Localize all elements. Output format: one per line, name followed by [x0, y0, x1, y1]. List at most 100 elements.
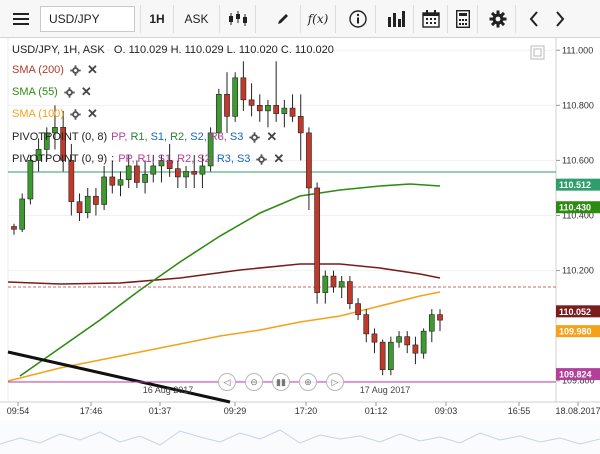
candle-body [93, 195, 99, 205]
legend-sma-100[interactable]: SMA (100) ✕ [12, 106, 98, 122]
reset-view-button[interactable]: ▮▮ [272, 373, 290, 391]
pivot-2-prefix: : [111, 153, 115, 165]
pivot-1-label: PIVOTPOINT (0, 8) [12, 131, 108, 143]
chevron-left-icon: ◁ [223, 376, 231, 387]
chart-area[interactable]: 16 Aug 2017 17 Aug 2017 111.000 110.800 11… [0, 38, 600, 454]
candle-body [256, 105, 263, 112]
y-tick-label: 109.800 [562, 376, 595, 386]
pivot-1-r1: R1, [130, 131, 148, 143]
candle-body [224, 94, 230, 117]
price-type-button[interactable]: ASK [174, 5, 220, 33]
price-tag-label: 110.430 [559, 203, 591, 213]
legend-sma-55[interactable]: SMA (55) ✕ [12, 84, 92, 100]
calendar-button[interactable] [414, 5, 448, 33]
candle-body [134, 165, 140, 183]
sma-55-settings[interactable] [64, 86, 75, 98]
sma-55-line [19, 183, 441, 377]
menu-button[interactable] [6, 5, 36, 33]
settings-button[interactable] [480, 5, 516, 33]
x-tick-label: 01:37 [149, 406, 172, 416]
chevron-left-icon [529, 11, 538, 27]
candle-body [306, 132, 312, 189]
candle-body [166, 160, 173, 169]
price-type-label: ASK [184, 12, 209, 26]
gear-icon [256, 153, 268, 165]
candle-body [363, 314, 370, 335]
pivot-1-s2: S2, [190, 131, 207, 143]
candle-body [420, 330, 427, 354]
candle-body [281, 107, 288, 114]
symbol-selector[interactable]: USD/JPY [40, 6, 135, 32]
x-tick-label: 16:55 [508, 406, 531, 416]
scroll-left-button[interactable] [522, 5, 546, 33]
draw-tool-button[interactable] [268, 5, 298, 33]
candle-body [396, 336, 402, 343]
nav-back-button[interactable]: ◁ [218, 373, 236, 391]
candle-body [240, 77, 247, 101]
sma-200-remove[interactable]: ✕ [86, 62, 98, 77]
scroll-right-button[interactable] [548, 5, 572, 33]
y-tick-label: 110.200 [562, 266, 594, 276]
indicators-button[interactable] [378, 5, 414, 33]
sma-100-settings[interactable] [70, 108, 81, 120]
sma-200-settings[interactable] [70, 64, 81, 76]
pivot-2-s1: S1, [157, 153, 175, 165]
candle-body [43, 132, 50, 150]
candle-body [379, 341, 386, 371]
candle-body [322, 275, 329, 293]
date-label-17aug: 17 Aug 2017 [360, 385, 411, 395]
functions-button[interactable]: f(x) [300, 5, 336, 33]
pencil-icon [278, 14, 288, 24]
pivot-1-settings[interactable] [249, 131, 261, 143]
pivot-1-r2: R2, [170, 131, 188, 143]
candle-body [109, 176, 116, 186]
zoom-in-button[interactable]: ⊕ [299, 373, 317, 391]
candle-body [76, 201, 83, 214]
candle-body [297, 116, 304, 134]
pivot-2-settings[interactable] [256, 153, 268, 165]
x-tick-label: 09:29 [224, 406, 247, 416]
candle-body [289, 107, 296, 117]
gear-icon [70, 108, 81, 120]
y-tick-label: 110.800 [562, 100, 594, 110]
pivot-2-remove[interactable]: ✕ [273, 151, 285, 166]
x-tick-label: 18.08.2017 [555, 406, 600, 416]
info-button[interactable] [340, 5, 376, 33]
candle-body [404, 336, 411, 346]
candle-body [330, 275, 337, 288]
sma-55-remove[interactable]: ✕ [80, 84, 92, 99]
zoom-out-button[interactable]: ⊖ [245, 373, 263, 391]
pivot-2-label: PIVOTPOINT (0, 9) [12, 153, 108, 165]
bar-chart-icon [387, 11, 405, 27]
candle-body [265, 105, 271, 112]
pivot-1-remove[interactable]: ✕ [266, 129, 278, 144]
legend-pivot-2[interactable]: PIVOTPOINT (0, 9) : PP, R1, S1, R2, S2, … [12, 151, 284, 167]
legend-sma-200[interactable]: SMA (200) ✕ [12, 62, 98, 78]
pivot-1-r3: R3, [209, 131, 227, 143]
candle-body [52, 127, 58, 134]
pivot-2-s3: S3 [236, 153, 251, 165]
candle-body [84, 195, 91, 214]
candle-body [437, 314, 443, 321]
y-tick-label: 110.600 [562, 155, 594, 165]
candle-body [183, 171, 189, 178]
sma-100-remove[interactable]: ✕ [86, 106, 98, 121]
x-tick-label: 17:20 [295, 406, 318, 416]
candle-body [142, 173, 148, 183]
timeframe-button[interactable]: 1H [140, 5, 174, 33]
candle-body [232, 77, 239, 117]
pivot-2-r3: R3, [216, 153, 234, 165]
nav-forward-button[interactable]: ▷ [326, 373, 344, 391]
price-chart[interactable]: 16 Aug 2017 17 Aug 2017 111.000 110.800 11… [0, 38, 600, 454]
gear-icon [249, 131, 261, 143]
chart-type-button[interactable] [220, 5, 256, 33]
pivot-2-s2: S2, [197, 153, 214, 165]
expand-icon[interactable] [530, 45, 545, 60]
pivot-2-r1: R1, [137, 153, 155, 165]
calculator-button[interactable] [448, 5, 478, 33]
y-tick-label: 110.400 [562, 210, 594, 220]
legend-pivot-1[interactable]: PIVOTPOINT (0, 8) PP, R1, S1, R2, S2, R3… [12, 129, 277, 145]
menu-icon [13, 13, 29, 25]
candle-body [215, 94, 222, 134]
overview-strip[interactable] [0, 421, 600, 454]
